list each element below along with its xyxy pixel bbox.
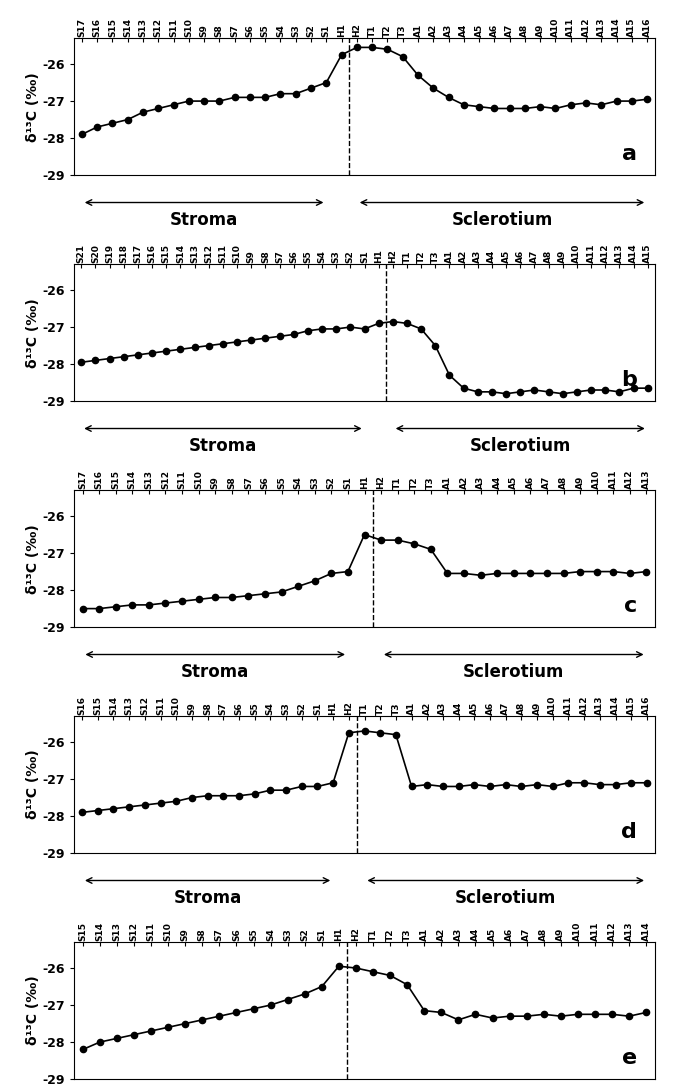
- Text: b: b: [622, 371, 637, 390]
- Text: e: e: [622, 1049, 637, 1068]
- Text: a: a: [622, 144, 637, 165]
- Y-axis label: δ¹³C (‰): δ¹³C (‰): [26, 976, 40, 1045]
- Text: Stroma: Stroma: [181, 663, 249, 681]
- Text: Sclerotium: Sclerotium: [452, 210, 553, 229]
- Y-axis label: δ¹³C (‰): δ¹³C (‰): [26, 298, 40, 367]
- Y-axis label: δ¹³C (‰): δ¹³C (‰): [26, 750, 40, 820]
- Text: Sclerotium: Sclerotium: [463, 663, 564, 681]
- Y-axis label: δ¹³C (‰): δ¹³C (‰): [26, 524, 40, 593]
- Text: Sclerotium: Sclerotium: [470, 437, 571, 455]
- Text: Stroma: Stroma: [173, 888, 242, 907]
- Text: Sclerotium: Sclerotium: [455, 888, 556, 907]
- Text: d: d: [622, 822, 637, 843]
- Text: Stroma: Stroma: [189, 437, 257, 455]
- Text: c: c: [624, 596, 637, 616]
- Text: Stroma: Stroma: [170, 210, 238, 229]
- Y-axis label: δ¹³C (‰): δ¹³C (‰): [26, 72, 40, 142]
